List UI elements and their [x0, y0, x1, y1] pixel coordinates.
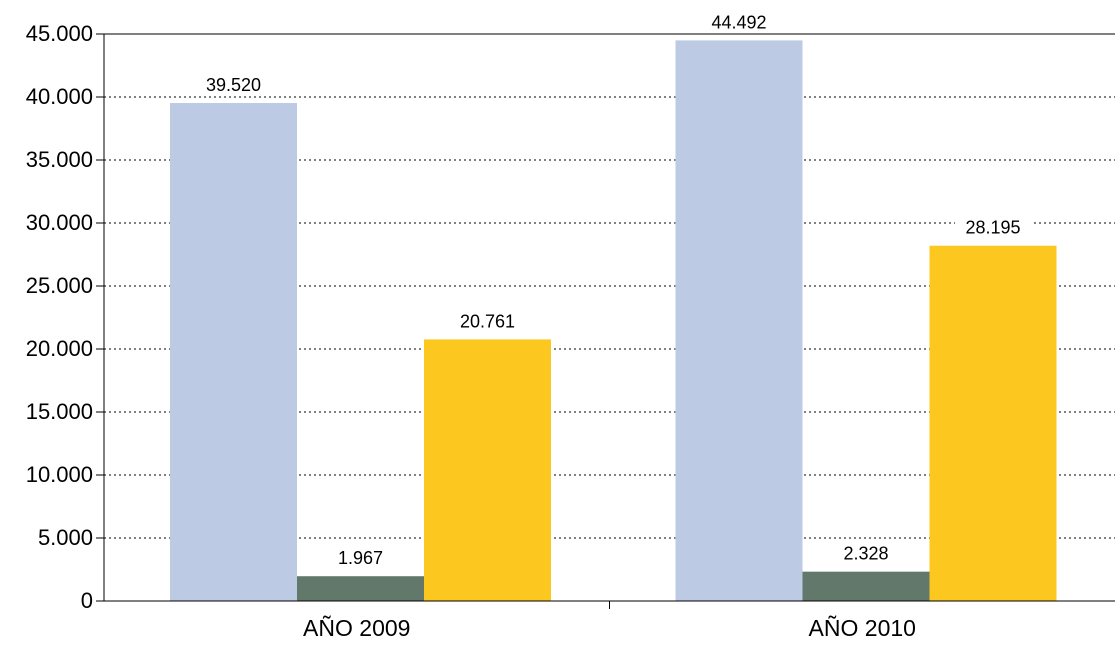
y-tick-label: 30.000 [26, 210, 93, 235]
labels-layer: 0 5.000 10.000 15.000 20.000 25.000 30.000 35.0… [26, 11, 1031, 641]
y-tick-label: 45.000 [26, 21, 93, 46]
y-tick-label: 10.000 [26, 462, 93, 487]
data-label: 2.328 [843, 544, 888, 564]
y-tick-label: 35.000 [26, 147, 93, 172]
bars-layer [170, 40, 1057, 602]
data-label-bg [449, 310, 526, 333]
data-label-bg [327, 547, 394, 570]
grid-layer [104, 33, 1115, 539]
y-tick-label: 15.000 [26, 399, 93, 424]
data-label-bg [195, 74, 272, 97]
data-label: 39.520 [206, 75, 261, 95]
bar [424, 339, 551, 601]
data-label: 20.761 [460, 311, 515, 331]
y-tick-label: 0 [81, 588, 93, 613]
data-label-bg [701, 11, 777, 34]
axis-layer [96, 33, 1115, 609]
data-label-bg [833, 542, 899, 565]
bar [929, 245, 1057, 602]
bar [297, 576, 424, 601]
data-label: 28.195 [965, 218, 1020, 238]
y-tick-label: 5.000 [38, 525, 93, 550]
data-label-bg [955, 216, 1031, 239]
y-tick-label: 20.000 [26, 336, 93, 361]
bar [170, 103, 297, 601]
x-category-label: AÑO 2010 [809, 615, 916, 641]
bar [675, 40, 803, 601]
y-tick-label: 40.000 [26, 84, 93, 109]
data-label: 44.492 [711, 12, 766, 32]
y-tick-label: 25.000 [26, 273, 93, 298]
data-label: 1.967 [338, 548, 383, 568]
x-category-label: AÑO 2009 [303, 615, 410, 641]
bar [802, 571, 930, 601]
